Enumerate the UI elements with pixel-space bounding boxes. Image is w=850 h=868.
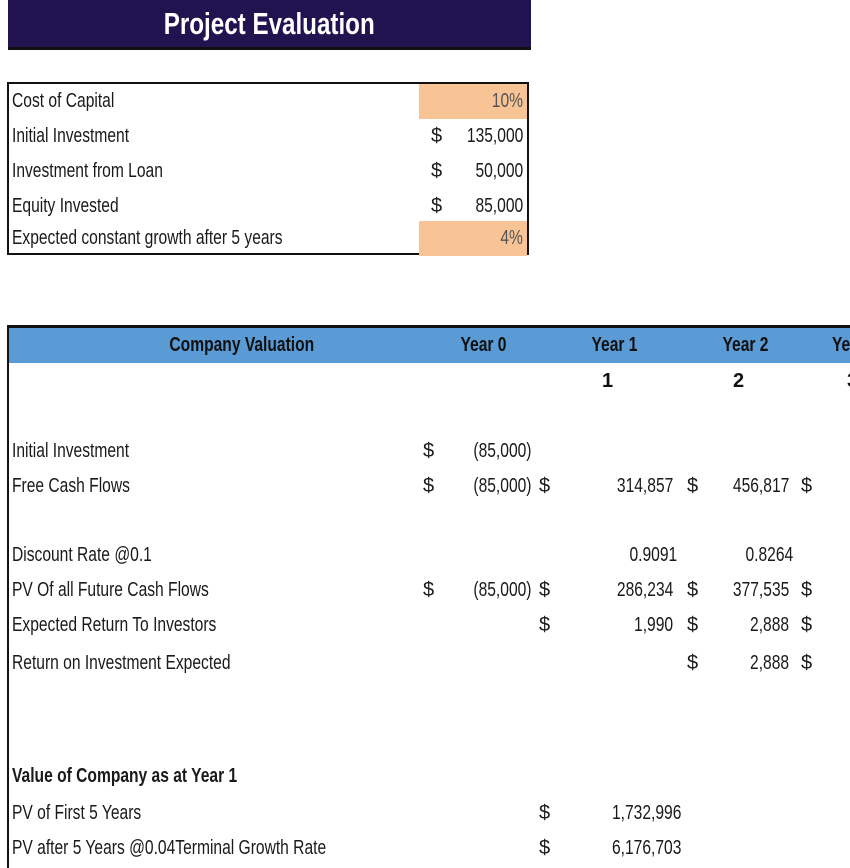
input-value[interactable]: 4% (500, 227, 523, 249)
input-value[interactable]: 50,000 (475, 160, 523, 182)
table-row-pv-after-5-years: PV after 5 Years @0.04Terminal Growth Ra… (9, 833, 850, 867)
section-heading: Value of Company as at Year 1 (12, 765, 238, 787)
currency-symbol: $ (539, 475, 551, 497)
assumptions-table: Cost of Capital 10% Initial Investment $… (7, 82, 529, 256)
year-number-1: 1 (602, 370, 614, 392)
cell-year-2[interactable]: 456,817 (732, 475, 789, 497)
input-label: Expected constant growth after 5 years (12, 227, 283, 249)
table-row-free-cash-flows: Free Cash Flows $ (85,000) $ 314,857 $ 4… (9, 471, 850, 505)
currency-symbol: $ (801, 614, 813, 636)
currency-symbol: $ (539, 802, 551, 824)
currency-symbol: $ (801, 579, 813, 601)
header-year-1: Year 1 (591, 334, 638, 356)
input-highlight (419, 84, 527, 119)
page-title: Project Evaluation (164, 5, 375, 41)
currency-symbol: $ (423, 440, 435, 462)
input-label: Initial Investment (12, 125, 130, 147)
currency-symbol: $ (687, 652, 699, 674)
row-label: Discount Rate @0.1 (12, 544, 152, 566)
cell-year-1[interactable]: 286,234 (616, 579, 673, 601)
input-row-investment-from-loan[interactable]: Investment from Loan $ 50,000 (9, 154, 527, 189)
cell-year-2[interactable]: 0.8264 (745, 544, 793, 566)
header-company-valuation: Company Valuation (169, 334, 315, 356)
row-label: Return on Investment Expected (12, 652, 231, 674)
currency-symbol: $ (801, 652, 813, 674)
currency-symbol: $ (687, 579, 699, 601)
year-number-2: 2 (733, 370, 745, 392)
header-year-0: Year 0 (460, 334, 507, 356)
cell-year-0[interactable]: (85,000) (472, 440, 531, 462)
row-label: PV of First 5 Years (12, 802, 142, 824)
currency-symbol: $ (539, 579, 551, 601)
cell-year-0[interactable]: (85,000) (472, 475, 531, 497)
header-year-2: Year 2 (722, 334, 769, 356)
cell-year-2[interactable]: 2,888 (749, 614, 789, 636)
year-number-3: 3 (847, 370, 850, 393)
cell-year-1[interactable]: 314,857 (616, 475, 673, 497)
company-value-heading-row: Value of Company as at Year 1 (9, 761, 850, 795)
table-row-initial-investment: Initial Investment $ (85,000) (9, 436, 850, 470)
cell-value[interactable]: 1,732,996 (612, 802, 682, 824)
cell-year-0[interactable]: (85,000) (472, 579, 531, 601)
row-label: Expected Return To Investors (12, 614, 217, 636)
row-label: PV after 5 Years @0.04Terminal Growth Ra… (12, 837, 327, 859)
cell-year-2[interactable]: 377,535 (732, 579, 789, 601)
table-row-expected-return: Expected Return To Investors $ 1,990 $ 2… (9, 610, 850, 644)
input-row-equity-invested[interactable]: Equity Invested $ 85,000 (9, 189, 527, 224)
title-banner: Project Evaluation (8, 0, 531, 50)
table-row-pv-future-cash-flows: PV Of all Future Cash Flows $ (85,000) $… (9, 575, 850, 609)
input-row-cost-of-capital[interactable]: Cost of Capital 10% (9, 84, 527, 119)
currency-symbol: $ (801, 475, 813, 497)
table-row-discount-rate: Discount Rate @0.1 0.9091 0.8264 (9, 540, 850, 574)
table-row-return-on-investment: Return on Investment Expected $ 2,888 $ (9, 648, 850, 682)
input-row-growth[interactable]: Expected constant growth after 5 years 4… (9, 221, 527, 256)
input-value[interactable]: 10% (491, 90, 523, 112)
cell-year-1[interactable]: 0.9091 (629, 544, 677, 566)
row-label: Initial Investment (12, 440, 130, 462)
currency-symbol: $ (423, 475, 435, 497)
input-value[interactable]: 85,000 (475, 195, 523, 217)
input-label: Investment from Loan (12, 160, 163, 182)
input-label: Equity Invested (12, 195, 119, 217)
currency-symbol: $ (431, 195, 443, 217)
company-valuation-table: Company Valuation Year 0 Year 1 Year 2 Y… (7, 325, 850, 868)
currency-symbol: $ (539, 614, 551, 636)
currency-symbol: $ (431, 160, 443, 182)
currency-symbol: $ (539, 837, 551, 859)
cell-value[interactable]: 6,176,703 (612, 837, 682, 859)
currency-symbol: $ (431, 125, 443, 147)
currency-symbol: $ (687, 475, 699, 497)
input-label: Cost of Capital (12, 90, 115, 112)
cell-year-1[interactable]: 1,990 (633, 614, 673, 636)
cell-year-2[interactable]: 2,888 (749, 652, 789, 674)
currency-symbol: $ (423, 579, 435, 601)
table-row-pv-first-5-years: PV of First 5 Years $ 1,732,996 (9, 798, 850, 832)
row-label: PV Of all Future Cash Flows (12, 579, 209, 601)
input-row-initial-investment[interactable]: Initial Investment $ 135,000 (9, 119, 527, 154)
table-header: Company Valuation Year 0 Year 1 Year 2 Y… (9, 328, 850, 363)
currency-symbol: $ (687, 614, 699, 636)
row-label: Free Cash Flows (12, 475, 130, 497)
header-year-3: Year (832, 334, 850, 356)
input-highlight (419, 221, 527, 256)
input-value[interactable]: 135,000 (466, 125, 523, 147)
